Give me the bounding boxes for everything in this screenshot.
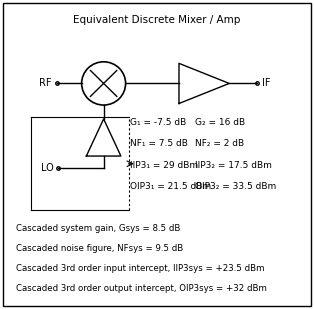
Text: OIP3₁ = 21.5 dBm: OIP3₁ = 21.5 dBm [130,182,211,192]
Text: RF: RF [39,78,52,88]
Text: Cascaded system gain, Gsys = 8.5 dB: Cascaded system gain, Gsys = 8.5 dB [16,224,180,233]
Text: Cascaded 3rd order output intercept, OIP3sys = +32 dBm: Cascaded 3rd order output intercept, OIP… [16,284,267,294]
Text: IIP3₁ = 29 dBm: IIP3₁ = 29 dBm [130,161,198,170]
Text: Equivalent Discrete Mixer / Amp: Equivalent Discrete Mixer / Amp [73,15,241,25]
Text: NF₁ = 7.5 dB: NF₁ = 7.5 dB [130,139,188,148]
Text: IF: IF [262,78,271,88]
Text: OIP3₂ = 33.5 dBm: OIP3₂ = 33.5 dBm [195,182,276,192]
Text: LO: LO [41,163,53,173]
Text: G₁ = -7.5 dB: G₁ = -7.5 dB [130,117,187,127]
Text: NF₂ = 2 dB: NF₂ = 2 dB [195,139,244,148]
Text: IIP3₂ = 17.5 dBm: IIP3₂ = 17.5 dBm [195,161,272,170]
Text: Cascaded noise figure, NFsys = 9.5 dB: Cascaded noise figure, NFsys = 9.5 dB [16,244,183,253]
Text: G₂ = 16 dB: G₂ = 16 dB [195,117,245,127]
Text: Cascaded 3rd order input intercept, IIP3sys = +23.5 dBm: Cascaded 3rd order input intercept, IIP3… [16,264,264,273]
